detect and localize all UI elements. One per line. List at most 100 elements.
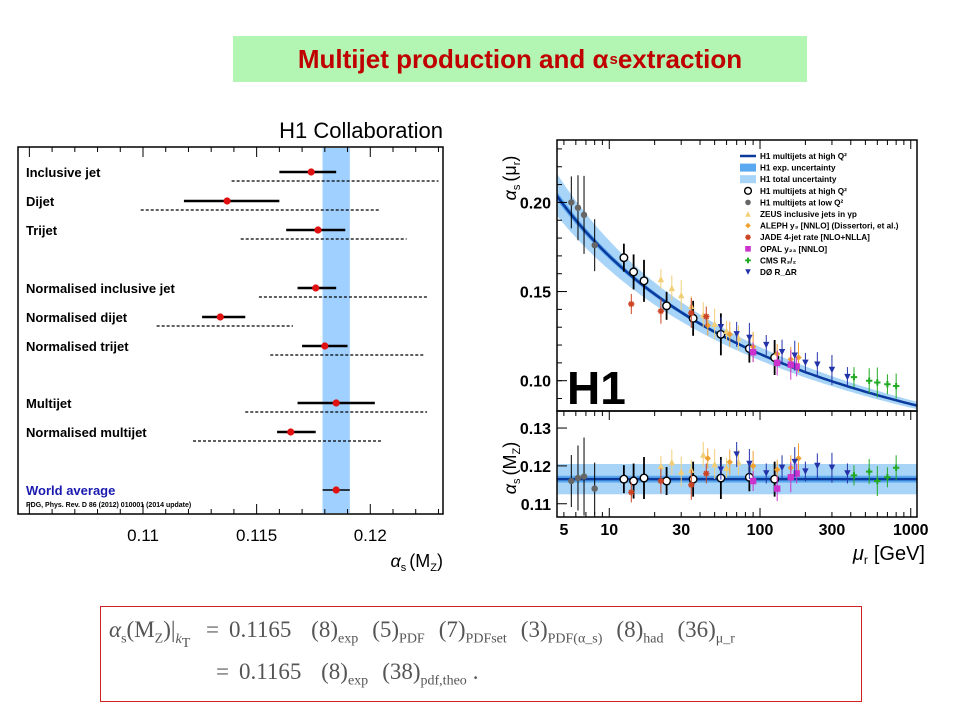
jade-point [628,300,635,308]
legend-marker [745,199,751,206]
jade-point [657,307,665,315]
d0-point [802,359,809,367]
d0-point [844,470,851,477]
row-label: Trijet [26,223,58,238]
jade-point [688,481,695,489]
x-tick-label-right: 1000 [893,522,929,539]
legend-label: CMS R₃/₂ [760,256,796,265]
formula-line-2: = 0.1165 (8)exp (38)pdf,theo. [216,659,479,689]
upper-y-tick-label: 0.15 [520,285,551,302]
legend-box [740,163,756,172]
opal-point [787,474,794,481]
legend-marker [743,186,753,195]
zeus-point [723,327,730,334]
jade-point [703,313,710,320]
cms-point [865,377,873,384]
alphas-point [287,428,295,436]
aleph-point [726,331,733,338]
legend-label: ALEPH y₃ [NNLO] (Dissertori, et al.) [760,222,899,231]
zeus-point [711,460,718,468]
zeus-point [677,468,685,475]
zeus-point [657,462,665,470]
legend-box [740,175,756,184]
h1_low-point [574,204,582,211]
h1_high-point [639,276,649,286]
d0-point [814,462,821,470]
row-label: World average [26,483,115,498]
h1_high-point [688,313,698,323]
aleph-point [704,455,711,462]
uncertainty-term: (7)PDFset [438,617,507,647]
cms-point [874,477,881,485]
h1_low-point [591,241,598,249]
alphas-point [314,226,322,234]
x-tick-label: 0.12 [354,526,387,545]
upper-y-tick-label: 0.20 [520,195,551,212]
chart-title: H1 Collaboration [279,118,443,143]
legend-label: OPAL y₂₃ [NNLO] [760,245,827,254]
lower-y-tick-label: 0.12 [520,459,551,476]
opal-point [793,470,800,477]
x-axis-label: αs (MZ) [391,551,444,574]
d0-point [791,458,798,466]
d0-point [791,352,798,359]
zeus-point [668,458,676,466]
legend-label: ZEUS inclusive jets in γp [760,210,857,219]
upper-y-axis-label: αs(μr) [500,156,523,201]
cms-point [892,382,900,390]
legend-marker [745,234,751,240]
cms-point [884,474,891,481]
row-label: Dijet [26,194,55,209]
alphas-point [223,197,231,205]
h1_low-point [574,474,582,482]
x-tick-label: 0.115 [236,526,277,545]
opal-point [773,359,781,367]
zeus-point [700,451,707,458]
h1_low-point [580,211,588,219]
zeus-point [723,464,730,471]
legend-marker [745,257,751,264]
h1_high-point [662,301,672,311]
d0-point [778,464,786,471]
upper-y-tick-label: 0.10 [520,374,551,391]
h1_low-point [591,485,598,492]
cms-point [892,464,900,471]
zeus-point [677,291,685,299]
uncertainty-term: (36)μ_r [677,617,735,647]
h1_high-point [619,474,629,484]
lower-y-tick-label: 0.11 [521,497,551,514]
d0-point [717,324,725,331]
alphas-point [321,342,329,350]
lower-y-tick-label: 0.13 [520,421,551,438]
legend-marker [745,269,751,275]
d0-point [828,366,836,374]
row-label: Normalised dijet [26,310,128,325]
opal-point [787,361,794,368]
legend-label: H1 multijets at high Q² [760,187,847,196]
zeus-point [711,320,718,327]
x-tick-label-right: 30 [672,522,690,539]
d0-point [763,470,770,477]
opal-point [793,363,800,370]
aleph-point [749,462,757,470]
aleph-point [773,466,781,473]
d0-point [778,348,786,356]
row-label: Normalised inclusive jet [26,281,176,296]
opal-point [773,485,781,492]
row-label: Multijet [26,396,72,411]
row-label: Normalised trijet [26,339,129,354]
uncertainty-term: (5)PDF [372,617,425,647]
cms-point [850,373,858,381]
h1_high-point [688,474,698,484]
slide-title-subscript: s [609,50,618,68]
lower-y-axis-label: αs(MZ) [500,442,523,495]
jade-point [628,489,635,496]
legend-label: DØ R_ΔR [760,268,797,277]
slide-title-text: Multijet production and α [297,43,609,74]
legend-label: H1 multijets at low Q² [760,198,844,207]
h1_high-point [770,474,780,484]
h1-watermark: H1 [567,362,626,414]
